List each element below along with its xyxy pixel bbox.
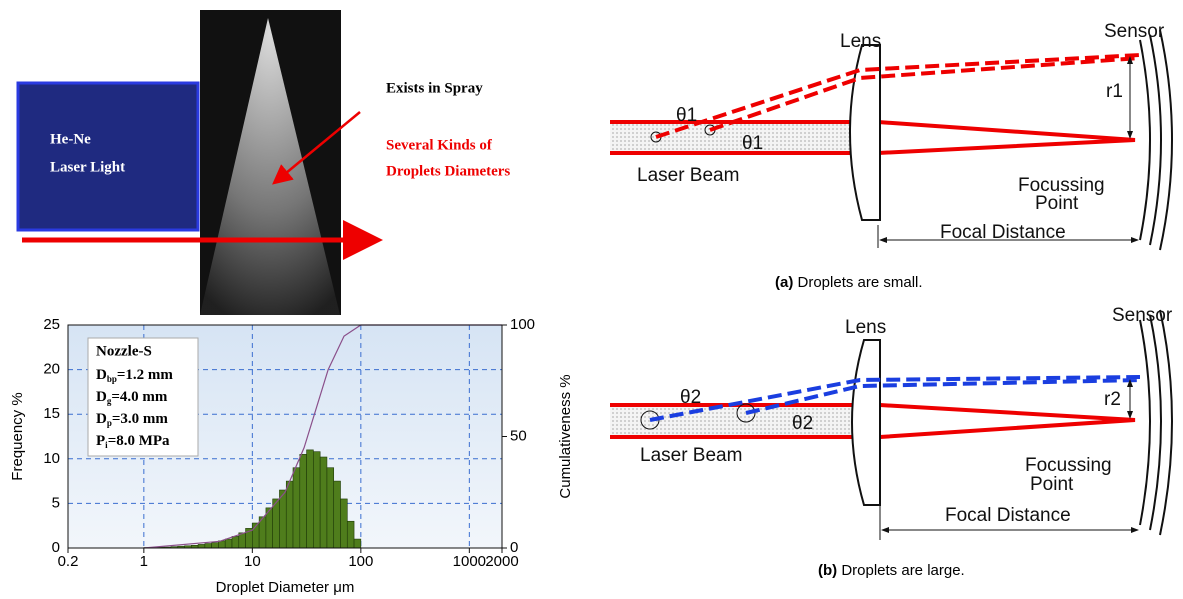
diagram-a: Lens Sensor r1 θ1 θ1 Laser Beam Focussin… [610, 21, 1173, 291]
focal-label: Focal Distance [940, 222, 1066, 243]
bar [238, 532, 246, 549]
y-tick-label: 0 [52, 539, 60, 556]
bar [333, 480, 341, 549]
annotation-main: D [96, 389, 107, 405]
caption-tag: (b) [818, 562, 837, 579]
bar [292, 467, 301, 549]
bar [346, 520, 355, 549]
exists-label: Exists in Spray [386, 80, 483, 96]
annotation-sub: p [107, 418, 112, 428]
bar [299, 454, 307, 549]
pointer-arrow [272, 111, 361, 185]
annotation-sub: i [105, 440, 108, 450]
x-tick-label: 1 [140, 553, 148, 570]
laser-box [16, 81, 200, 232]
theta-label: θ1 [742, 133, 763, 154]
diagram-b: Lens Sensor r2 θ2 θ2 Laser Beam Focussin… [610, 305, 1173, 579]
y-tick-label: 25 [43, 316, 60, 333]
annotation-main: P [96, 433, 105, 449]
bar [313, 451, 321, 549]
x-axis-label: Droplet Diameter μm [216, 579, 355, 596]
histogram: 0.2 1 10 100 1000 20000510152025050100Droplet… [9, 316, 574, 596]
x-tick-label: 0.2 [58, 553, 79, 570]
plot-frame [67, 324, 503, 549]
r-label: r1 [1106, 81, 1123, 102]
bar [218, 540, 226, 549]
several-label: Several Kinds of [386, 137, 493, 153]
bar [326, 467, 335, 549]
bar [340, 498, 348, 549]
x-tick-label: 1000 [453, 553, 486, 570]
caption-tag: (a) [775, 274, 793, 291]
annotation-line: Pi=8.0 MPa [96, 433, 170, 450]
bar [204, 543, 212, 549]
annotation-main: D [96, 411, 107, 427]
x-tick-label: 10 [244, 553, 261, 570]
bar [279, 489, 287, 549]
bar [272, 498, 280, 549]
y2-tick-label: 0 [510, 539, 518, 556]
x-tick-label: 100 [348, 553, 373, 570]
theta-label: θ2 [792, 413, 813, 434]
focus-label: Focussing [1025, 455, 1112, 476]
theta-label: θ2 [680, 387, 701, 408]
annotation-sub: g [107, 396, 112, 406]
lens-label: Lens [840, 31, 881, 52]
theta-label: θ1 [676, 105, 697, 126]
y-tick-label: 15 [43, 405, 60, 422]
caption: (a) Droplets are small. [775, 274, 923, 291]
cumulative-line [143, 324, 502, 549]
caption-text: Droplets are small. [793, 274, 922, 291]
bar [319, 456, 328, 549]
bar [231, 536, 240, 549]
sensor-label: Sensor [1104, 21, 1165, 42]
annotation-line: Dbp=1.2 mm [96, 367, 173, 384]
focus-label: Focussing [1018, 175, 1105, 196]
focus-label: Point [1035, 193, 1079, 214]
y-tick-label: 20 [43, 361, 60, 378]
lens-label: Lens [845, 317, 886, 338]
annotation-line: Dp=3.0 mm [96, 411, 168, 428]
y-tick-label: 10 [43, 450, 60, 467]
bar [197, 544, 206, 549]
y2-tick-label: 100 [510, 316, 535, 333]
focus-label: Point [1030, 474, 1074, 495]
annotation-rest: =4.0 mm [111, 389, 168, 405]
beam-label: Laser Beam [637, 165, 739, 186]
annotation-main: D [96, 367, 107, 383]
sensor-label: Sensor [1112, 305, 1173, 326]
annotation-rest: =3.0 mm [112, 411, 169, 427]
annotation-box [87, 337, 199, 457]
bar [306, 449, 314, 549]
annotation-line: Dg=4.0 mm [96, 389, 168, 406]
focal-label: Focal Distance [945, 505, 1071, 526]
y-tick-label: 5 [52, 494, 60, 511]
bar [211, 542, 219, 549]
laser-label: Laser Light [50, 159, 125, 175]
beam-label: Laser Beam [640, 445, 742, 466]
r-label: r2 [1104, 389, 1121, 410]
y2-axis-label: Cumulativeness % [557, 374, 574, 498]
spray-panel: He-Ne Laser Light Exists in Spray Severa… [16, 10, 510, 315]
annotation-title: Nozzle-S [96, 343, 152, 359]
bar [285, 480, 294, 549]
caption-text: Droplets are large. [837, 562, 965, 579]
x-tick-label: 2000 [485, 553, 518, 570]
annotation-rest: =8.0 MPa [108, 433, 170, 449]
laser-label: He-Ne [50, 131, 91, 147]
caption: (b) Droplets are large. [818, 562, 965, 579]
y2-tick-label: 50 [510, 427, 527, 444]
annotation-rest: =1.2 mm [117, 367, 174, 383]
annotation-sub: bp [107, 374, 117, 384]
bar [224, 538, 233, 549]
y-axis-label: Frequency % [9, 392, 26, 480]
bar [353, 538, 362, 549]
several-label: Droplets Diameters [386, 163, 510, 179]
